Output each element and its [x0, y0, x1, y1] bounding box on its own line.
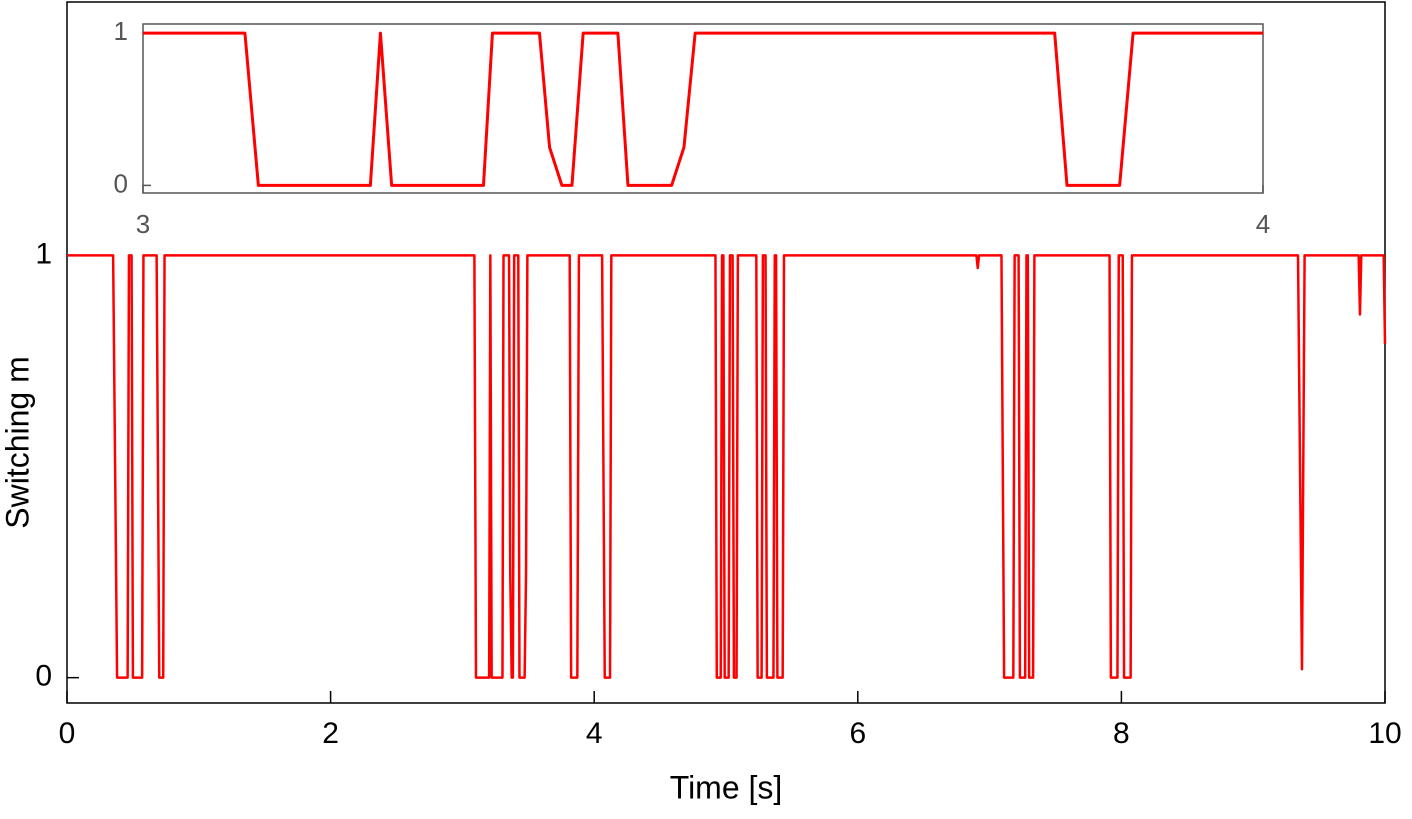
x-tick-label: 2: [322, 717, 339, 750]
x-tick-label: 8: [1113, 717, 1130, 750]
x-tick-label: 3: [136, 209, 150, 239]
line-series: [67, 254, 1387, 679]
y-tick-label: 1: [35, 237, 52, 270]
x-tick-label: 4: [1256, 209, 1270, 239]
plot-area: [142, 23, 1264, 194]
x-tick-label: 0: [59, 717, 76, 750]
y-axis-label: Switching m: [0, 356, 35, 529]
y-tick-label: 0: [114, 168, 128, 198]
x-tick-label: 10: [1368, 717, 1401, 750]
x-tick-label: 6: [849, 717, 866, 750]
y-tick-label: 0: [35, 660, 52, 693]
y-tick-label: 1: [114, 16, 128, 46]
x-tick-label: 4: [586, 717, 603, 750]
line-series: [143, 31, 1263, 187]
x-axis-label: Time [s]: [670, 769, 783, 805]
